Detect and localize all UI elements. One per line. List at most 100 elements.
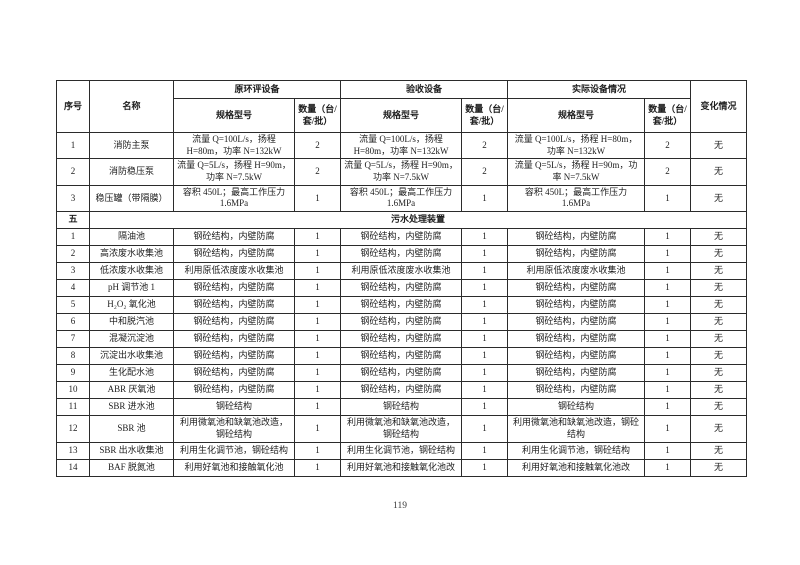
row-no: 11 <box>56 398 90 417</box>
acceptance-spec: 流量 Q=100L/s，扬程 H=80m，功率 N=132kW <box>340 131 463 160</box>
table-row: 3 低浓废水收集池 利用原低浓度废水收集池 1 利用原低浓度废水收集池 1 利用原低浓度废水… <box>56 262 748 281</box>
row-no: 13 <box>56 441 90 460</box>
eia-spec: 利用原低浓度废水收集池 <box>173 262 295 281</box>
acceptance-qty: 1 <box>461 441 509 460</box>
eia-spec: 容积 450L；最高工作压力 1.6MPa <box>173 184 295 213</box>
acceptance-spec: 钢砼结构，内壁防腐 <box>340 245 463 264</box>
eia-spec: 利用生化调节池，钢砼结构 <box>173 441 295 460</box>
header-change: 变化情况 <box>690 80 748 133</box>
actual-qty: 1 <box>644 279 692 298</box>
actual-qty: 1 <box>644 347 692 366</box>
eia-qty: 1 <box>293 330 342 349</box>
change-status: 无 <box>690 131 748 160</box>
acceptance-qty: 2 <box>461 131 509 160</box>
eia-qty: 1 <box>293 364 342 383</box>
acceptance-spec: 容积 450L；最高工作压力 1.6MPa <box>340 184 463 213</box>
eia-spec: 流量 Q=5L/s，扬程 H=90m，功率 N=7.5kW <box>173 158 295 186</box>
header-name: 名称 <box>89 80 174 133</box>
actual-qty: 2 <box>644 158 692 186</box>
table-row: 1 隔油池 钢砼结构，内壁防腐 1 钢砼结构，内壁防腐 1 钢砼结构，内壁防腐 1 无 <box>56 228 748 247</box>
header-qty-actual: 数量（台/套/批） <box>644 98 692 133</box>
eia-spec: 钢砼结构，内壁防腐 <box>173 245 295 264</box>
change-status: 无 <box>690 245 748 264</box>
acceptance-qty: 1 <box>461 313 509 332</box>
actual-spec: 钢砼结构，内壁防腐 <box>507 313 646 332</box>
actual-qty: 1 <box>644 296 692 315</box>
actual-qty: 1 <box>644 458 692 477</box>
eia-qty: 1 <box>293 415 342 443</box>
change-status: 无 <box>690 347 748 366</box>
header-spec-actual: 规格型号 <box>507 98 646 133</box>
acceptance-spec: 钢砼结构，内壁防腐 <box>340 296 463 315</box>
eia-qty: 1 <box>293 228 342 247</box>
actual-qty: 1 <box>644 364 692 383</box>
table-row: 5 H₂O₂ 氧化池 钢砼结构，内壁防腐 1 钢砼结构，内壁防腐 1 钢砼结构，内壁防腐 1 无 <box>56 296 748 315</box>
acceptance-spec: 利用生化调节池，钢砼结构 <box>340 441 463 460</box>
table-row: 3 稳压罐（带隔膜） 容积 450L；最高工作压力 1.6MPa 1 容积 450L；最… <box>56 184 748 213</box>
row-no: 1 <box>56 228 90 247</box>
acceptance-qty: 1 <box>461 415 509 443</box>
eia-spec: 钢砼结构，内壁防腐 <box>173 381 295 400</box>
acceptance-qty: 1 <box>461 398 509 417</box>
acceptance-qty: 1 <box>461 184 509 213</box>
actual-qty: 1 <box>644 184 692 213</box>
eia-qty: 1 <box>293 296 342 315</box>
equipment-name: 隔油池 <box>89 228 174 247</box>
equipment-name: 混凝沉淀池 <box>89 330 174 349</box>
change-status: 无 <box>690 441 748 460</box>
acceptance-spec: 钢砼结构，内壁防腐 <box>340 347 463 366</box>
equipment-name: 消防主泵 <box>89 131 174 160</box>
table-row: 13 SBR 出水收集池 利用生化调节池，钢砼结构 1 利用生化调节池，钢砼结构 1 利用生… <box>56 441 748 460</box>
acceptance-qty: 1 <box>461 296 509 315</box>
actual-qty: 1 <box>644 381 692 400</box>
actual-spec: 钢砼结构，内壁防腐 <box>507 347 646 366</box>
actual-qty: 1 <box>644 313 692 332</box>
acceptance-spec: 钢砼结构，内壁防腐 <box>340 279 463 298</box>
row-no: 1 <box>56 131 90 160</box>
table-row: 7 混凝沉淀池 钢砼结构，内壁防腐 1 钢砼结构，内壁防腐 1 钢砼结构，内壁防腐 1 无 <box>56 330 748 349</box>
eia-spec: 钢砼结构，内壁防腐 <box>173 279 295 298</box>
actual-spec: 利用微氧池和缺氧池改造，钢砼结构 <box>507 415 646 443</box>
table-row: 6 中和脱汽池 钢砼结构，内壁防腐 1 钢砼结构，内壁防腐 1 钢砼结构，内壁防腐 1 无 <box>56 313 748 332</box>
actual-spec: 钢砼结构，内壁防腐 <box>507 245 646 264</box>
equipment-name: SBR 进水池 <box>89 398 174 417</box>
table-row: 9 生化配水池 钢砼结构，内壁防腐 1 钢砼结构，内壁防腐 1 钢砼结构，内壁防腐 1 无 <box>56 364 748 383</box>
table-header-row-sub: 规格型号 数量（台/套/批） 规格型号 数量（台/套/批） 规格型号 数量（台/… <box>57 98 747 133</box>
eia-spec: 利用好氧池和接触氧化池 <box>173 458 295 477</box>
table-body: 1 消防主泵 流量 Q=100L/s，扬程 H=80m，功率 N=132kW 2 流量 … <box>56 131 748 477</box>
table-row: 14 BAF 脱氮池 利用好氧池和接触氧化池 1 利用好氧池和接触氧化池改 1 利用好氧池和… <box>56 458 748 477</box>
row-no: 6 <box>56 313 90 332</box>
change-status: 无 <box>690 415 748 443</box>
equipment-name: pH 调节池 1 <box>89 279 174 298</box>
equipment-comparison-table: 序号 名称 原环评设备 验收设备 实际设备情况 变化情况 规格型号 数量（台/套… <box>56 80 748 477</box>
equipment-name: 稳压罐（带隔膜） <box>89 184 174 213</box>
row-no: 3 <box>56 262 90 281</box>
equipment-name: BAF 脱氮池 <box>89 458 174 477</box>
acceptance-spec: 钢砼结构，内壁防腐 <box>340 364 463 383</box>
acceptance-qty: 1 <box>461 262 509 281</box>
acceptance-qty: 2 <box>461 158 509 186</box>
actual-qty: 1 <box>644 415 692 443</box>
header-qty-acceptance: 数量（台/套/批） <box>461 98 509 133</box>
header-spec-acceptance: 规格型号 <box>340 98 463 133</box>
row-no: 10 <box>56 381 90 400</box>
acceptance-spec: 钢砼结构，内壁防腐 <box>340 330 463 349</box>
actual-spec: 容积 450L；最高工作压力 1.6MPa <box>507 184 646 213</box>
header-spec-eia: 规格型号 <box>173 98 295 133</box>
acceptance-spec: 利用好氧池和接触氧化池改 <box>340 458 463 477</box>
equipment-name: ABR 厌氧池 <box>89 381 174 400</box>
acceptance-spec: 流量 Q=5L/s，扬程 H=90m，功率 N=7.5kW <box>340 158 463 186</box>
eia-qty: 1 <box>293 313 342 332</box>
row-no: 4 <box>56 279 90 298</box>
change-status: 无 <box>690 330 748 349</box>
row-no: 7 <box>56 330 90 349</box>
eia-spec: 利用微氧池和缺氧池改造，钢砼结构 <box>173 415 295 443</box>
acceptance-spec: 钢砼结构，内壁防腐 <box>340 228 463 247</box>
row-no: 2 <box>56 158 90 186</box>
equipment-name: 消防稳压泵 <box>89 158 174 186</box>
eia-spec: 钢砼结构，内壁防腐 <box>173 347 295 366</box>
change-status: 无 <box>690 262 748 281</box>
actual-spec: 钢砼结构，内壁防腐 <box>507 330 646 349</box>
eia-qty: 1 <box>293 441 342 460</box>
